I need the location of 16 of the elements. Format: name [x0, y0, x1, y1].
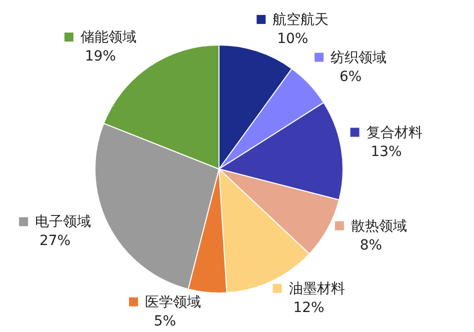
- data-label: 12%: [293, 300, 324, 316]
- legend-label: 散热领域: [350, 218, 407, 234]
- legend-label: 复合材料: [366, 124, 422, 141]
- data-label: 6%: [339, 68, 362, 85]
- data-label: 5%: [154, 313, 176, 330]
- legend-label: 纺织领域: [330, 50, 387, 66]
- data-label: 27%: [39, 233, 71, 250]
- legend-label: 医学领域: [145, 294, 202, 310]
- legend-label: 油墨材料: [288, 280, 345, 297]
- legend-label: 航空航天: [272, 12, 329, 28]
- legend-label: 电子领域: [35, 214, 92, 230]
- data-label: 10%: [277, 30, 308, 47]
- legend-label: 储能领域: [80, 30, 136, 46]
- data-label: 13%: [370, 144, 402, 160]
- data-label: 19%: [84, 48, 116, 65]
- data-label: 8%: [360, 237, 382, 254]
